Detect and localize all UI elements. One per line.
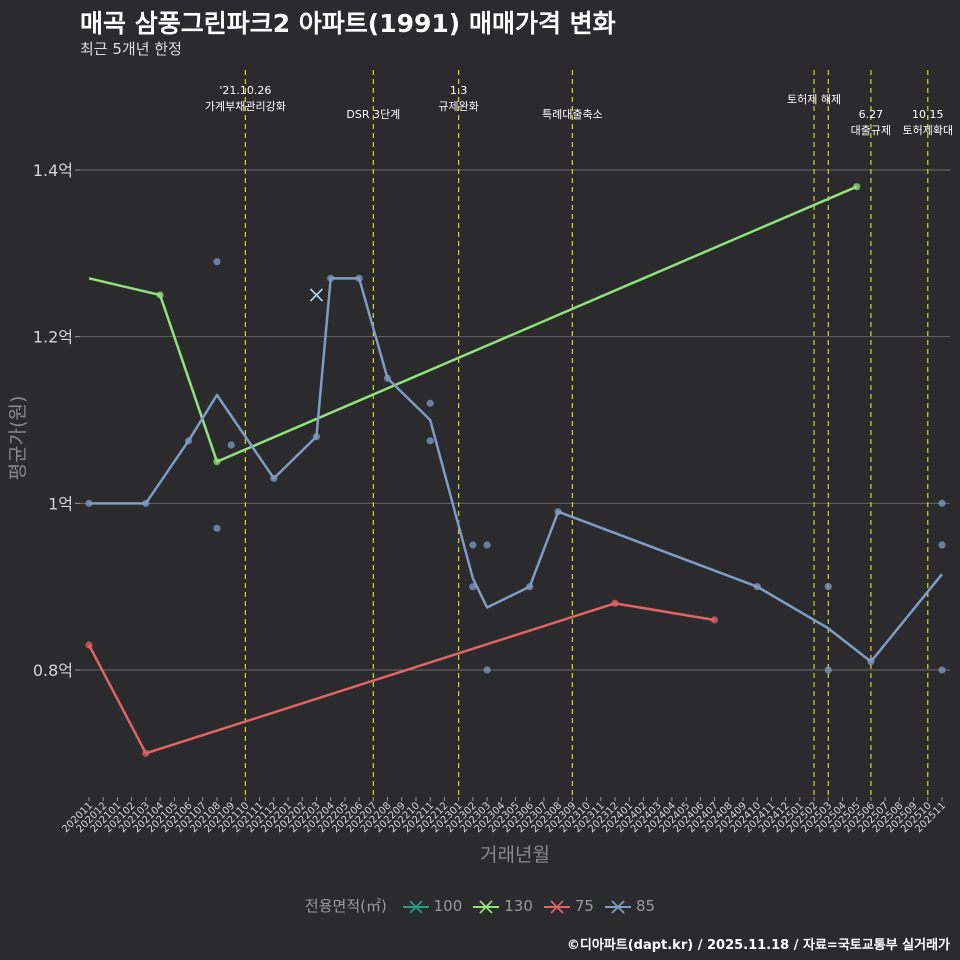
chart-title: 매곡 삼풍그린파크2 아파트(1991) 매매가격 변화: [80, 9, 616, 38]
data-series: [85, 183, 946, 757]
data-point-85: [85, 499, 93, 507]
legend-label: 130: [504, 897, 533, 915]
legend-swatch: [402, 899, 429, 914]
data-point-75: [611, 599, 619, 607]
data-point-85: [142, 499, 150, 507]
policy-annotation-text: 6.27: [859, 108, 884, 121]
data-point-75: [85, 641, 93, 649]
series-line-130: [88, 185, 858, 463]
data-point-85: [213, 258, 221, 266]
policy-annotation-text: 가계부채관리강화: [205, 100, 286, 113]
policy-annotation-text: 특례대출축소: [542, 108, 603, 121]
x-axis-label: 거래년월: [480, 844, 550, 866]
data-point-85: [483, 541, 491, 549]
policy-event-lines: [244, 70, 929, 795]
policy-annotation-text: 대출규제: [851, 124, 891, 137]
y-tick-label: 1억: [48, 494, 73, 513]
y-tick-label: 0.8억: [33, 661, 73, 680]
series-line-85: [89, 277, 943, 663]
data-point-85: [227, 441, 235, 449]
chart-subtitle: 최근 5개년 한정: [80, 40, 182, 58]
legend-title: 전용면적(㎡): [304, 897, 387, 915]
data-point-85: [469, 583, 477, 591]
legend-item-130: 130: [472, 897, 533, 915]
legend: 전용면적(㎡) 100 130 75 85: [0, 895, 960, 916]
data-point-85: [184, 437, 193, 445]
policy-annotation-text: 토허제확대: [902, 124, 953, 137]
source-caption: ©디아파트(dapt.kr) / 2025.11.18 / 자료=국토교통부 실…: [566, 938, 950, 953]
data-point-85: [426, 399, 434, 407]
data-point-85: [483, 666, 491, 674]
series-line-75: [87, 602, 715, 755]
policy-annotation-text: 1.3: [450, 84, 468, 97]
data-point-75: [710, 616, 719, 624]
y-axis-label: 평균가(원): [7, 396, 29, 481]
data-point-100: [309, 288, 324, 302]
legend-label: 100: [433, 897, 463, 915]
legend-swatch: [543, 899, 570, 914]
data-point-130: [853, 183, 861, 191]
y-axis: 0.8억 1억 1.2억 1.4억: [33, 161, 80, 680]
data-point-75: [142, 749, 150, 757]
legend-swatch: [473, 899, 500, 914]
data-point-85: [753, 583, 761, 591]
data-point-85: [469, 541, 477, 549]
data-point-85: [383, 374, 392, 382]
x-axis: 2020112020122021012021022021032021042021…: [60, 797, 948, 835]
data-point-85: [824, 583, 832, 591]
legend-label: 85: [635, 897, 656, 915]
data-point-85: [327, 274, 335, 282]
data-point-85: [938, 541, 946, 549]
legend-item-75: 75: [543, 897, 594, 915]
legend-item-85: 85: [604, 897, 655, 915]
data-point-85: [938, 666, 946, 674]
policy-annotation-text: 토허제 해제: [787, 92, 841, 106]
legend-label: 75: [574, 897, 594, 915]
policy-annotation-text: 규제완화: [438, 100, 478, 113]
y-tick-label: 1.2억: [33, 328, 73, 347]
data-point-85: [938, 499, 946, 507]
legend-item-100: 100: [402, 897, 463, 915]
policy-annotation-text: '21.10.26: [219, 84, 271, 97]
policy-annotation-text: DSR 3단계: [346, 108, 400, 121]
data-point-85: [867, 658, 875, 666]
y-tick-label: 1.4억: [33, 161, 73, 180]
policy-annotation-text: 10.15: [912, 108, 944, 121]
data-point-85: [355, 274, 363, 282]
data-point-85: [312, 433, 321, 441]
gridlines: [80, 169, 950, 671]
data-point-130: [213, 458, 221, 466]
data-point-130: [156, 291, 164, 299]
data-point-85: [270, 474, 278, 482]
data-point-85: [426, 437, 434, 445]
data-point-85: [824, 666, 832, 674]
data-point-85: [213, 524, 221, 532]
data-point-85: [554, 508, 562, 516]
data-point-85: [526, 583, 534, 591]
legend-swatch: [604, 899, 631, 914]
